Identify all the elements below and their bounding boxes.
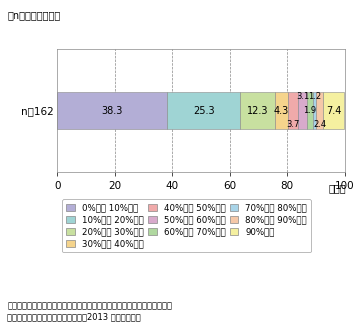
Bar bbox=[275, 92, 288, 129]
Text: 2.4: 2.4 bbox=[313, 120, 326, 129]
Text: 資料：帝国データバンク「通商政策の検討のための我が国企業の海外事業: 資料：帝国データバンク「通商政策の検討のための我が国企業の海外事業 bbox=[7, 301, 172, 310]
Text: 1.2: 1.2 bbox=[308, 92, 321, 101]
Bar bbox=[313, 92, 316, 129]
Bar bbox=[240, 92, 275, 129]
Text: 1.9: 1.9 bbox=[303, 106, 317, 115]
Bar bbox=[167, 92, 240, 129]
Bar bbox=[316, 92, 323, 129]
Text: 戦略に関するアンケート」（2013 年）から作成: 戦略に関するアンケート」（2013 年）から作成 bbox=[7, 313, 141, 322]
Text: 4.3: 4.3 bbox=[274, 106, 289, 115]
Bar bbox=[57, 92, 167, 129]
Text: （n＝回答企業数）: （n＝回答企業数） bbox=[7, 10, 60, 20]
Text: 38.3: 38.3 bbox=[102, 106, 123, 115]
Text: 3.1: 3.1 bbox=[296, 92, 309, 101]
Bar bbox=[298, 92, 307, 129]
Bar bbox=[307, 92, 313, 129]
Legend: 0%以上 10%未満, 10%以上 20%未満, 20%以上 30%未満, 30%以上 40%未満, 40%以上 50%未満, 50%以上 60%未満, 60%: 0%以上 10%未満, 10%以上 20%未満, 20%以上 30%未満, 30… bbox=[62, 199, 311, 253]
Bar bbox=[288, 92, 298, 129]
Text: 12.3: 12.3 bbox=[247, 106, 269, 115]
Text: 3.7: 3.7 bbox=[286, 120, 300, 129]
Bar bbox=[323, 92, 344, 129]
Text: 7.4: 7.4 bbox=[326, 106, 341, 115]
Text: （％）: （％） bbox=[329, 184, 346, 194]
Text: 25.3: 25.3 bbox=[193, 106, 215, 115]
